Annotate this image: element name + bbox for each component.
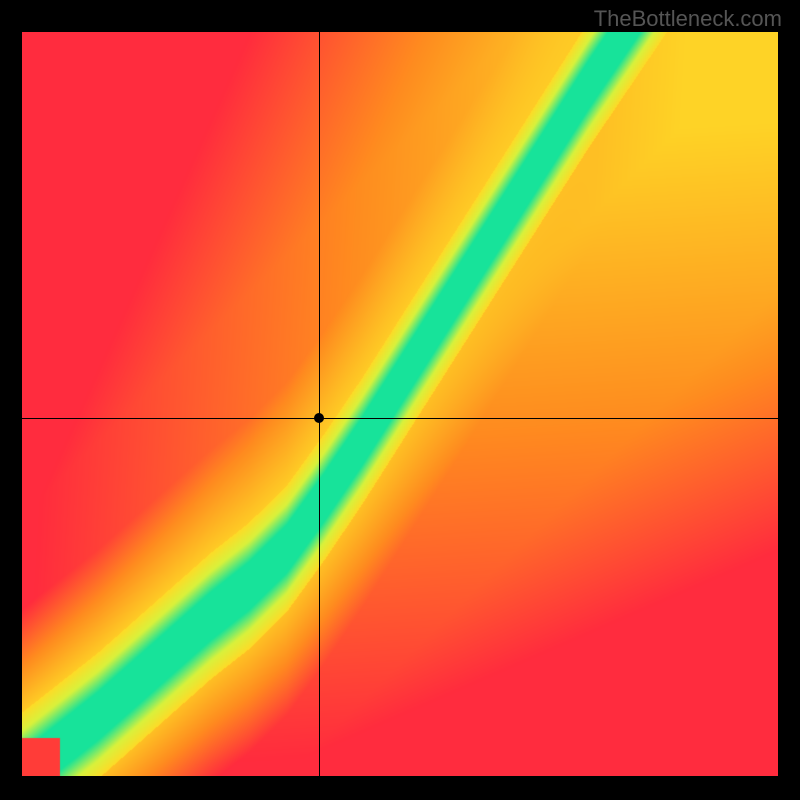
crosshair-horizontal [22,418,778,419]
heatmap-plot [22,32,778,776]
root-container: TheBottleneck.com [0,0,800,800]
crosshair-vertical [319,32,320,776]
watermark-text: TheBottleneck.com [594,6,782,32]
heatmap-canvas [22,32,778,776]
crosshair-marker [314,413,324,423]
